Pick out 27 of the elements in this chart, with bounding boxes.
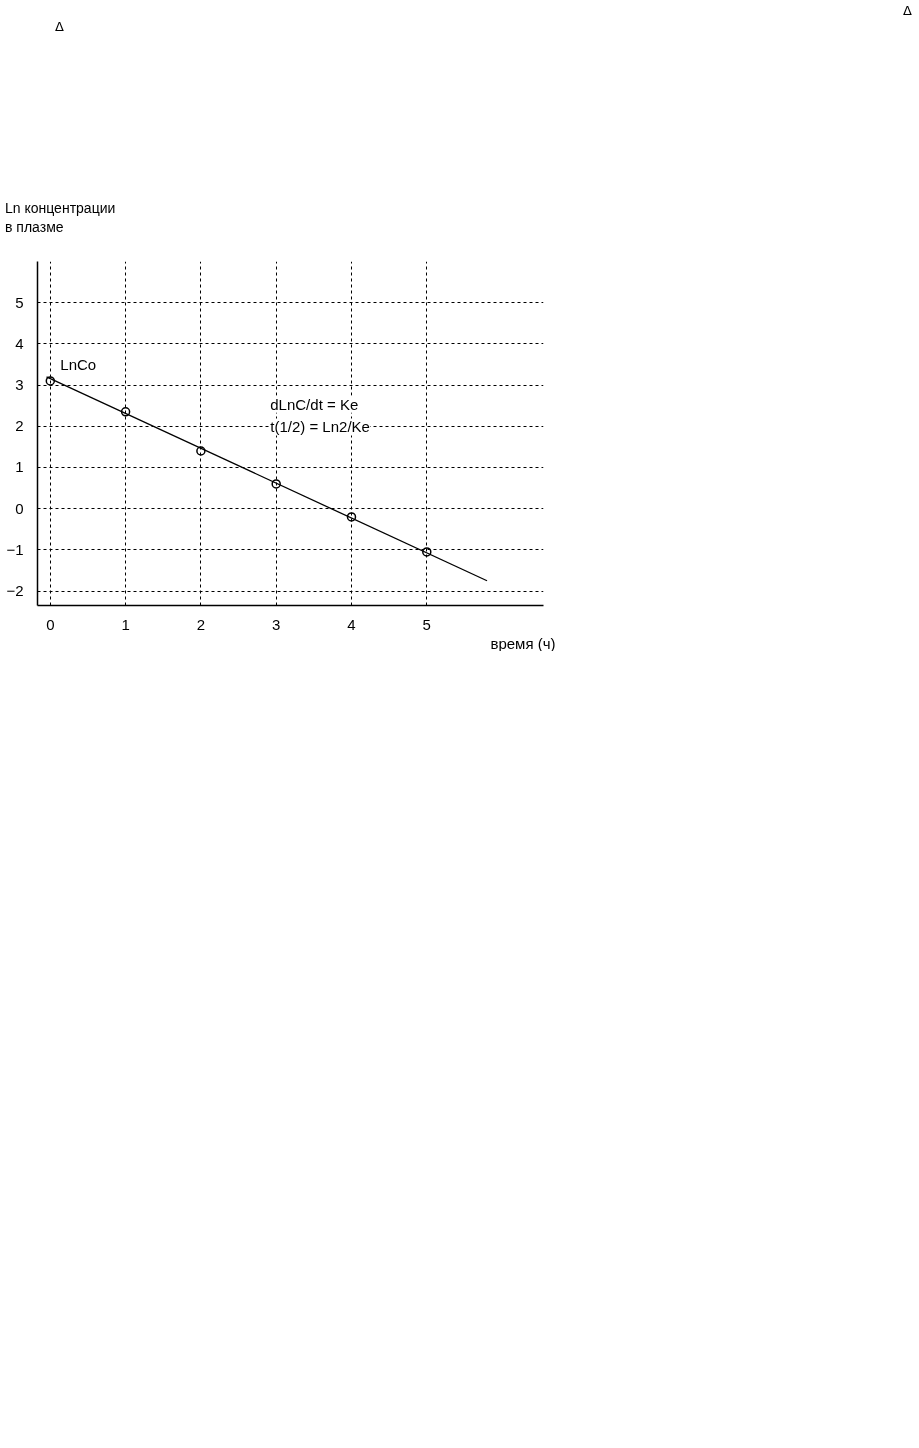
annotation: dLnC/dt = Ke	[270, 395, 359, 413]
x-tick-label: 4	[347, 615, 356, 633]
annotation: LnCo	[60, 355, 97, 373]
y-tick-label: 2	[15, 417, 24, 435]
annotation: t(1/2) = Ln2/Ke	[270, 418, 370, 436]
point	[45, 376, 56, 386]
y-tick-label: −2	[6, 582, 24, 600]
text: Δ	[903, 2, 912, 20]
y-tick-label: 5	[15, 293, 24, 311]
y-axis-title: Ln концентрации в плазме	[5, 199, 116, 237]
point	[346, 512, 357, 522]
y-tick-label: 0	[15, 499, 24, 517]
x-tick-label: 5	[422, 615, 431, 633]
y-tick-label: −1	[6, 540, 24, 558]
x-axis-title: время (ч)	[490, 634, 556, 652]
x-tick-label: 1	[121, 615, 130, 633]
y-tick-label: 1	[15, 458, 24, 476]
y-tick-label: 3	[15, 376, 24, 394]
point	[120, 407, 131, 417]
x-tick-label: 3	[272, 615, 281, 633]
x-tick-label: 0	[46, 615, 55, 633]
point	[271, 479, 281, 489]
x-tick-label: 2	[196, 615, 206, 633]
text: Δ	[55, 18, 64, 36]
point	[196, 446, 206, 456]
point	[422, 547, 432, 557]
y-tick-label: 4	[15, 334, 24, 352]
